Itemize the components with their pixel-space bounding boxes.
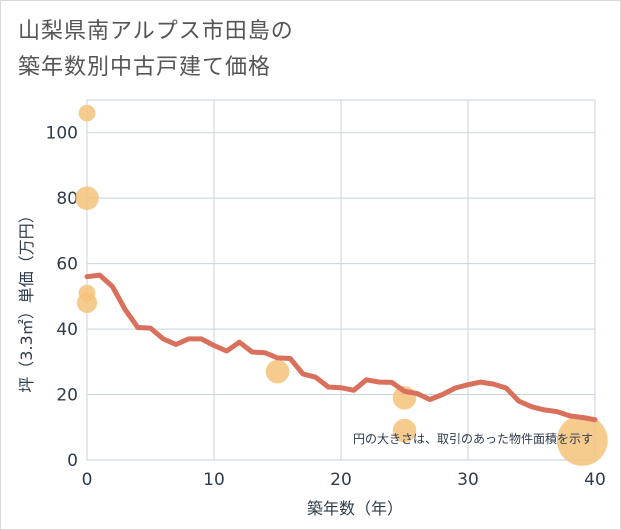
x-tick-labels: 0 10 20 30 40 (82, 470, 606, 490)
y-tick-label: 40 (56, 320, 78, 340)
x-tick-label: 10 (203, 470, 225, 490)
y-tick-label: 20 (56, 386, 78, 406)
x-tick-label: 20 (330, 470, 352, 490)
scatter-point (265, 359, 290, 384)
y-tick-label: 100 (46, 124, 78, 144)
y-axis-label: 坪（3.3㎡）単価（万円） (17, 207, 36, 392)
scatter-point (75, 186, 99, 210)
series-line (84, 272, 598, 423)
y-tick-label: 0 (67, 451, 78, 471)
x-tick-label: 0 (82, 470, 93, 490)
scatter-point (392, 418, 417, 443)
x-tick-label: 30 (457, 470, 479, 490)
y-tick-label: 60 (56, 255, 78, 275)
y-tick-labels: 0 20 40 60 80 100 (46, 124, 78, 471)
chart-title-line2: 築年数別中古戸建て価格 (18, 55, 272, 80)
scatter-point (78, 104, 96, 122)
scatter-point (76, 292, 98, 314)
x-tick-label: 40 (584, 470, 606, 490)
bubble-size-note: 円の大きさは、取引のあった物件面積を示す (353, 431, 593, 446)
grid-lines (86, 99, 596, 461)
x-axis-label: 築年数（年） (307, 499, 403, 518)
chart-title-line1: 山梨県南アルプス市田島の (18, 19, 294, 44)
line-series (84, 272, 598, 423)
y-tick-label: 80 (56, 189, 78, 209)
chart-title: 山梨県南アルプス市田島の 築年数別中古戸建て価格 (18, 14, 294, 86)
scatter-points (75, 104, 608, 466)
scatter-point (556, 414, 608, 466)
